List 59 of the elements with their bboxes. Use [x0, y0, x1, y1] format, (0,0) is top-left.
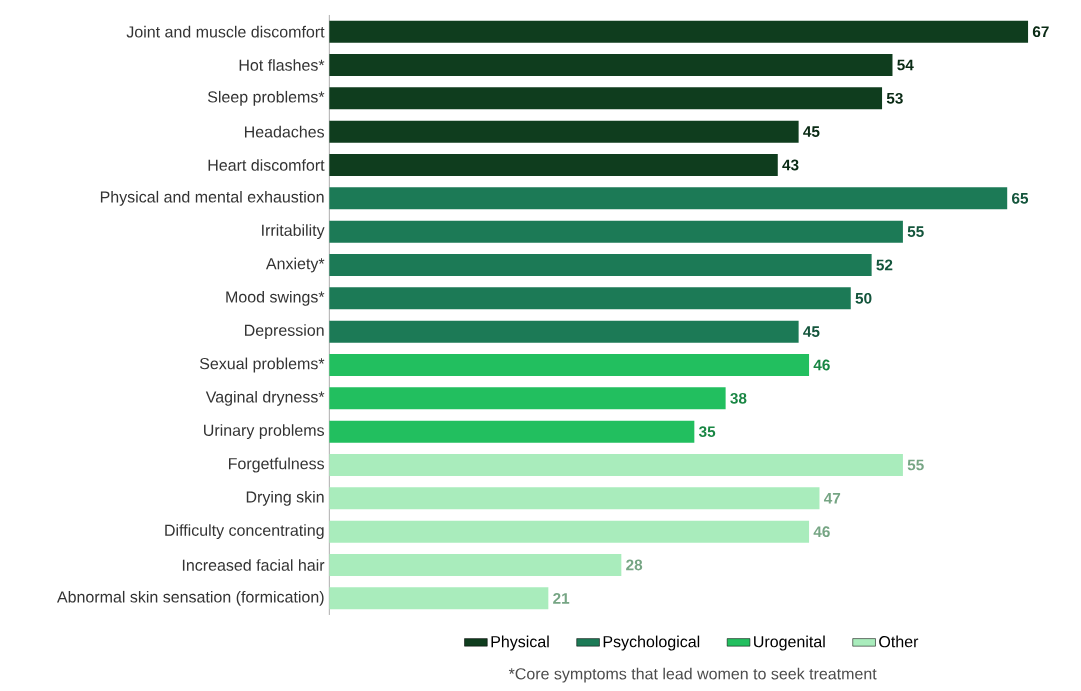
y-tick-label: Depression: [245, 324, 324, 340]
y-tick-label: Sleep problems*: [207, 90, 325, 106]
data-label: 47: [823, 493, 841, 504]
y-tick-label: Difficulty concentrating: [165, 524, 324, 540]
y-tick-label: Drying skin: [246, 490, 324, 506]
y-tick-label: Physical and mental exhaustion: [100, 190, 324, 206]
y-tick-label: Heart discomfort: [208, 159, 325, 171]
y-tick-label: Irritability: [262, 224, 325, 240]
bar: [329, 520, 810, 543]
legend-label: Psychological: [603, 635, 700, 651]
bar: [329, 287, 851, 310]
bar: [329, 187, 1008, 210]
y-tick-label: Increased facial hair: [182, 559, 325, 571]
data-label: 21: [553, 592, 570, 604]
legend-label: Urogenital: [754, 635, 825, 651]
bar: [329, 487, 820, 510]
y-tick-label: Sexual problems*: [199, 357, 325, 373]
data-label: 53: [886, 92, 903, 104]
data-label: 28: [626, 559, 643, 571]
y-tick-label: Abnormal skin sensation (formication): [56, 590, 324, 606]
y-tick-label: Hot flashes*: [239, 59, 325, 71]
data-label: 45: [803, 126, 820, 137]
y-tick-label: Headaches: [245, 125, 325, 138]
bar: [329, 120, 799, 143]
bar: [329, 153, 778, 176]
bar: [329, 87, 883, 110]
bar: [329, 320, 799, 343]
y-tick-label: Urinary problems: [204, 424, 325, 440]
data-label: 35: [698, 426, 716, 438]
bar: [329, 587, 549, 610]
y-tick-label: Forgetfulness: [229, 457, 325, 473]
bar: [329, 553, 622, 576]
legend-label: Other: [879, 635, 919, 648]
data-label: 50: [855, 292, 872, 304]
bar: [329, 353, 810, 376]
text: *Core symptoms that lead women to seek treatment: [508, 667, 877, 683]
y-tick-label: Mood swings*: [226, 290, 325, 306]
data-label: 67: [1032, 26, 1049, 38]
data-label: 46: [813, 526, 830, 538]
bar: [329, 253, 872, 276]
data-label: 52: [876, 259, 893, 271]
bar: [329, 53, 893, 76]
y-tick-label: Joint and muscle discomfort: [126, 25, 325, 38]
data-label: 55: [907, 226, 924, 238]
bar: [329, 387, 726, 410]
y-tick-label: Vaginal dryness*: [205, 390, 325, 406]
data-label: 54: [897, 59, 914, 71]
data-label: 65: [1012, 192, 1029, 204]
data-label: 46: [813, 359, 830, 371]
bar: [329, 420, 695, 443]
legend-label: Physical: [491, 635, 549, 651]
data-label: 45: [803, 326, 820, 338]
bar: [329, 20, 1029, 43]
bar: [329, 220, 903, 243]
data-label: 38: [730, 392, 747, 404]
y-tick-label: Anxiety*: [265, 257, 325, 273]
bar: [329, 453, 903, 476]
data-label: 55: [907, 459, 924, 471]
data-label: 43: [782, 159, 799, 171]
